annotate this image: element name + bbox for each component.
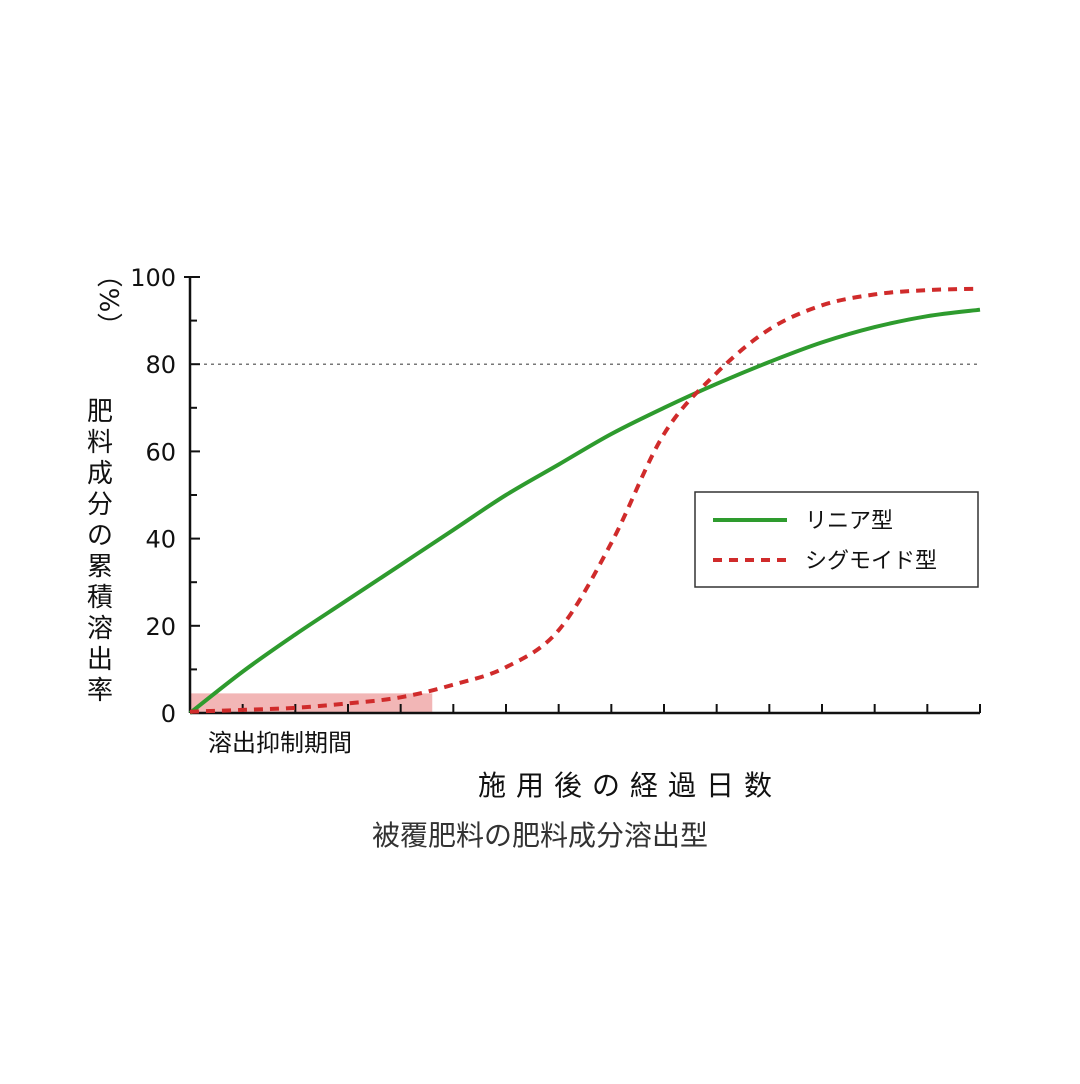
y-axis-label-char: の xyxy=(87,521,113,551)
y-axis-label-char: 累 xyxy=(87,552,113,582)
y-tick-label: 80 xyxy=(145,351,176,379)
y-tick-label: 20 xyxy=(145,613,176,641)
y-axis-label-char: 率 xyxy=(87,676,113,706)
suppression-period-band xyxy=(190,693,433,713)
y-tick-label: 0 xyxy=(161,700,176,728)
legend-label-linear: リニア型 xyxy=(805,509,893,534)
suppression-period-label: 溶出抑制期間 xyxy=(208,729,352,757)
y-axis-label-char: 成 xyxy=(87,459,113,489)
legend-label-sigmoid: シグモイド型 xyxy=(805,549,937,574)
x-axis-label: 施用後の経過日数 xyxy=(478,769,782,802)
y-tick-label: 100 xyxy=(130,264,176,292)
y-tick-label: 40 xyxy=(145,526,176,554)
legend-box xyxy=(694,491,979,588)
series-line-linear xyxy=(188,307,981,715)
y-axis-label-char: 料 xyxy=(87,428,113,458)
y-axis-label-char: 分 xyxy=(87,490,113,520)
y-tick-label: 60 xyxy=(145,438,176,466)
y-axis-unit: （%） xyxy=(93,262,123,339)
y-axis-label-char: 積 xyxy=(87,583,113,613)
y-axis-label-char: 肥 xyxy=(87,397,113,427)
y-axis-label-char: 出 xyxy=(87,645,113,675)
y-axis-label-char: 溶 xyxy=(87,614,113,644)
chart-caption: 被覆肥料の肥料成分溶出型 xyxy=(372,819,708,852)
